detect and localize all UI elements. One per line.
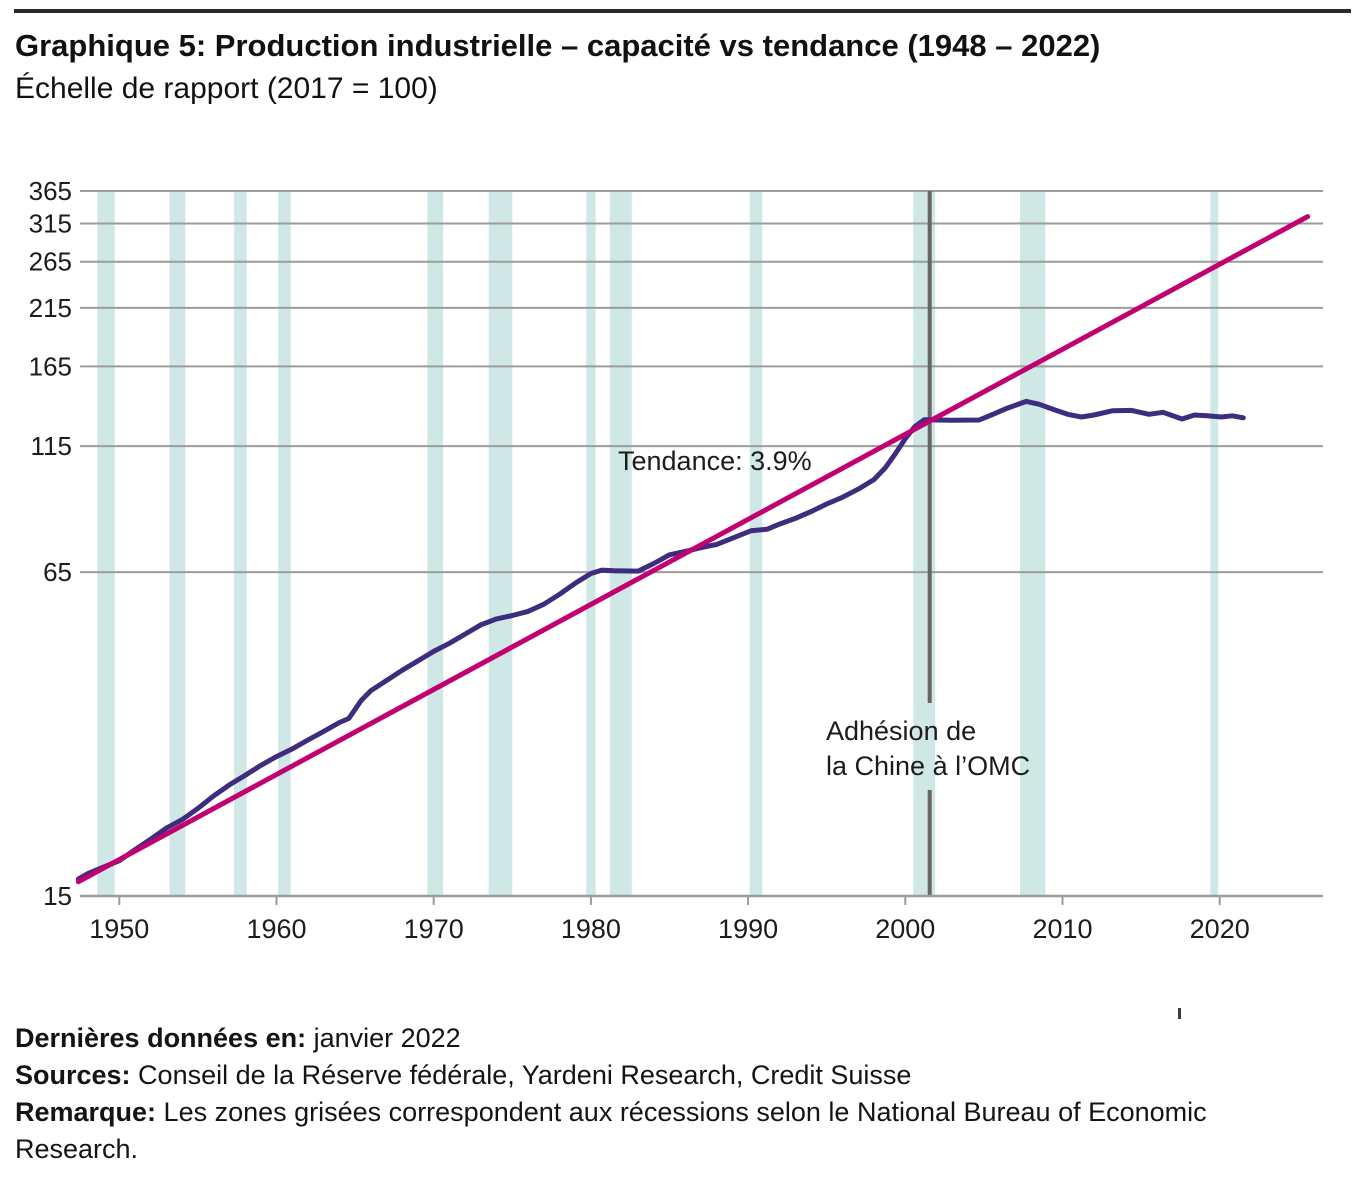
recession-band <box>913 191 936 896</box>
y-tick-label-265: 265 <box>29 247 72 277</box>
footer-last-data-text: janvier 2022 <box>306 1023 461 1053</box>
recession-band <box>169 191 186 896</box>
x-tick-label-2020: 2020 <box>1190 914 1250 944</box>
footer-remark-text: Les zones grisées correspondent aux réce… <box>15 1097 1207 1164</box>
trend-annotation: Tendance: 3.9% <box>618 446 812 476</box>
tendance-line <box>75 214 1311 885</box>
y-tick-label-15: 15 <box>43 881 72 911</box>
y-tick-label-165: 165 <box>29 351 72 381</box>
x-tick-label-2000: 2000 <box>875 914 935 944</box>
y-tick-label-115: 115 <box>31 431 72 461</box>
recession-band <box>609 191 632 896</box>
y-tick-label-215: 215 <box>29 293 72 323</box>
footer-sources: Sources: Conseil de la Réserve fédérale,… <box>15 1057 1215 1094</box>
wto-annotation: Adhésion de la Chine à l’OMC <box>826 714 1030 784</box>
recession-band <box>97 191 115 896</box>
recession-band <box>1020 191 1046 896</box>
x-tick-label-1990: 1990 <box>718 914 778 944</box>
recession-band <box>488 191 513 896</box>
y-tick-label-315: 315 <box>29 209 72 239</box>
footer-sources-label: Sources: <box>15 1060 131 1090</box>
recession-band <box>749 191 763 896</box>
wto-annotation-line2: la Chine à l’OMC <box>826 751 1031 781</box>
page-subtitle: Échelle de rapport (2017 = 100) <box>15 72 438 105</box>
footnote-mark <box>1178 1008 1181 1019</box>
footer-last-data-label: Dernières données en: <box>15 1023 307 1053</box>
x-tick-label-1950: 1950 <box>89 914 149 944</box>
recession-band <box>1210 191 1219 896</box>
y-tick-label-65: 65 <box>43 557 72 587</box>
footer-last-data: Dernières données en: janvier 2022 <box>15 1020 1215 1057</box>
top-rule <box>14 9 1351 13</box>
x-tick-label-1960: 1960 <box>246 914 306 944</box>
recession-band <box>278 191 291 896</box>
x-tick-label-1970: 1970 <box>404 914 464 944</box>
chart-area: 1950 1960 1970 1980 1990 2000 2010 2020 365 315 26… <box>0 170 1365 970</box>
x-tick-label-2010: 2010 <box>1032 914 1092 944</box>
footer-remark: Remarque: Les zones grisées corresponden… <box>15 1094 1215 1168</box>
capacite-line <box>75 398 1246 882</box>
wto-annotation-line1: Adhésion de <box>826 716 977 746</box>
footer-remark-label: Remarque: <box>15 1097 157 1127</box>
footer-notes: Dernières données en: janvier 2022 Sourc… <box>15 1020 1215 1168</box>
page-title: Graphique 5: Production industrielle – c… <box>15 28 1101 63</box>
recession-band <box>427 191 444 896</box>
y-tick-label-365: 365 <box>29 176 72 206</box>
footer-sources-text: Conseil de la Réserve fédérale, Yardeni … <box>130 1060 912 1090</box>
recession-band <box>586 191 596 896</box>
x-tick-label-1980: 1980 <box>561 914 621 944</box>
